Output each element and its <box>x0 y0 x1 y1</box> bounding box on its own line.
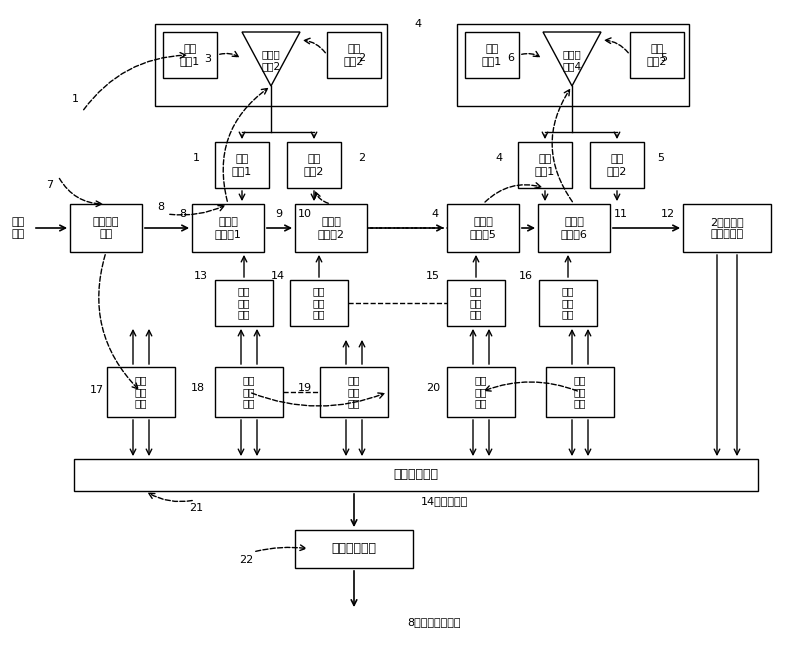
FancyBboxPatch shape <box>538 204 610 252</box>
Text: 4: 4 <box>431 209 438 219</box>
Text: 3: 3 <box>205 54 211 64</box>
Text: 16: 16 <box>519 271 533 281</box>
Text: 子数
模转
换器: 子数 模转 换器 <box>562 286 574 320</box>
Text: 14: 14 <box>271 271 285 281</box>
Text: 子数
模转
换器: 子数 模转 换器 <box>313 286 326 320</box>
Text: 选择
开关1: 选择 开关1 <box>232 154 252 176</box>
FancyBboxPatch shape <box>215 367 283 417</box>
FancyBboxPatch shape <box>290 280 348 326</box>
Text: 1: 1 <box>193 153 199 163</box>
Text: 1: 1 <box>71 94 78 104</box>
Text: 选择
开关2: 选择 开关2 <box>344 44 364 66</box>
Text: 数字校正电路: 数字校正电路 <box>331 542 377 556</box>
Text: 子数
模转
换器: 子数 模转 换器 <box>238 286 250 320</box>
Text: 子模
数转
换器: 子模 数转 换器 <box>134 376 147 409</box>
Text: 15: 15 <box>426 271 440 281</box>
Text: 17: 17 <box>90 385 104 395</box>
Text: 20: 20 <box>426 383 440 393</box>
FancyBboxPatch shape <box>465 32 519 78</box>
FancyBboxPatch shape <box>70 204 142 252</box>
Text: 4: 4 <box>414 19 422 29</box>
FancyBboxPatch shape <box>215 280 273 326</box>
Text: 选择
开关1: 选择 开关1 <box>180 44 200 66</box>
Text: 余量增
益电路5: 余量增 益电路5 <box>470 217 497 239</box>
Text: 运算放
大器2: 运算放 大器2 <box>262 49 281 71</box>
Text: 7: 7 <box>46 180 54 190</box>
Text: 选择
开关1: 选择 开关1 <box>482 44 502 66</box>
Text: 子模
数转
换器: 子模 数转 换器 <box>474 376 487 409</box>
Text: 4: 4 <box>495 153 502 163</box>
Text: 11: 11 <box>614 209 628 219</box>
Text: 子模
数转
换器: 子模 数转 换器 <box>574 376 586 409</box>
Text: 余量增
益电路6: 余量增 益电路6 <box>561 217 587 239</box>
Text: 子数
模转
换器: 子数 模转 换器 <box>470 286 482 320</box>
Text: 子模
数转
换器: 子模 数转 换器 <box>242 376 255 409</box>
Text: 13: 13 <box>194 271 208 281</box>
FancyBboxPatch shape <box>447 367 515 417</box>
FancyBboxPatch shape <box>320 367 388 417</box>
FancyBboxPatch shape <box>630 32 684 78</box>
Text: 22: 22 <box>239 555 253 565</box>
Text: 14位同步数据: 14位同步数据 <box>420 496 468 506</box>
Text: 时钟同步电路: 时钟同步电路 <box>394 468 438 482</box>
Text: 2位全并行
模数转换器: 2位全并行 模数转换器 <box>710 217 744 239</box>
FancyBboxPatch shape <box>539 280 597 326</box>
FancyBboxPatch shape <box>287 142 341 188</box>
Text: 5: 5 <box>658 153 665 163</box>
Text: 2: 2 <box>358 53 366 63</box>
Text: 子模
数转
换器: 子模 数转 换器 <box>348 376 360 409</box>
FancyBboxPatch shape <box>74 459 758 491</box>
FancyBboxPatch shape <box>546 367 614 417</box>
Text: 12: 12 <box>661 209 675 219</box>
Text: 模拟
输入: 模拟 输入 <box>11 217 25 239</box>
Text: 6: 6 <box>507 53 514 63</box>
Text: 选择
开关2: 选择 开关2 <box>647 44 667 66</box>
FancyBboxPatch shape <box>590 142 644 188</box>
FancyBboxPatch shape <box>447 280 505 326</box>
Text: 余量增
益电路1: 余量增 益电路1 <box>214 217 242 239</box>
FancyBboxPatch shape <box>155 24 387 106</box>
FancyBboxPatch shape <box>518 142 572 188</box>
FancyBboxPatch shape <box>215 142 269 188</box>
FancyBboxPatch shape <box>107 367 175 417</box>
Text: 21: 21 <box>189 503 203 513</box>
FancyBboxPatch shape <box>295 204 367 252</box>
FancyBboxPatch shape <box>192 204 264 252</box>
Text: 运算放
大器4: 运算放 大器4 <box>562 49 582 71</box>
Text: 8: 8 <box>179 209 186 219</box>
FancyBboxPatch shape <box>683 204 771 252</box>
Text: 选择
开关2: 选择 开关2 <box>607 154 627 176</box>
Text: 余量增
益电路2: 余量增 益电路2 <box>318 217 345 239</box>
FancyBboxPatch shape <box>163 32 217 78</box>
FancyBboxPatch shape <box>457 24 689 106</box>
FancyBboxPatch shape <box>327 32 381 78</box>
Text: 18: 18 <box>191 383 205 393</box>
Text: 选择
开关1: 选择 开关1 <box>535 154 555 176</box>
Text: 5: 5 <box>661 53 667 63</box>
Text: 10: 10 <box>298 209 312 219</box>
Text: 19: 19 <box>298 383 312 393</box>
Text: 2: 2 <box>358 153 366 163</box>
Text: 选择
开关2: 选择 开关2 <box>304 154 324 176</box>
FancyBboxPatch shape <box>295 530 413 568</box>
FancyBboxPatch shape <box>447 204 519 252</box>
Text: 采样保持
电路: 采样保持 电路 <box>93 217 119 239</box>
Text: 8位量化数字输出: 8位量化数字输出 <box>407 617 461 627</box>
Text: 9: 9 <box>275 209 282 219</box>
Text: 8: 8 <box>158 202 165 212</box>
